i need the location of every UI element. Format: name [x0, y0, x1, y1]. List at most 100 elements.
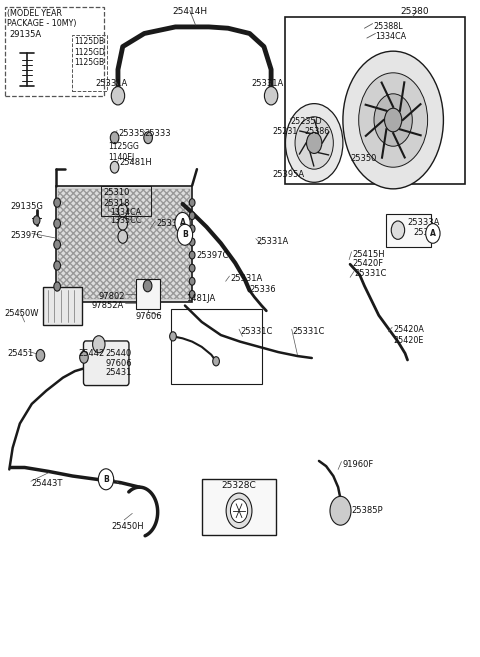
- Circle shape: [359, 73, 428, 168]
- Text: 25450W: 25450W: [4, 309, 39, 318]
- Text: 25331C: 25331C: [240, 327, 272, 336]
- Circle shape: [36, 350, 45, 361]
- Bar: [136, 279, 159, 309]
- Text: 25335: 25335: [118, 129, 144, 137]
- Circle shape: [54, 240, 60, 249]
- Bar: [56, 185, 192, 302]
- Circle shape: [226, 493, 252, 528]
- Text: 25388L: 25388L: [373, 22, 403, 31]
- Circle shape: [93, 336, 105, 353]
- Circle shape: [286, 104, 343, 182]
- Circle shape: [144, 280, 152, 292]
- Circle shape: [189, 238, 195, 246]
- Circle shape: [426, 223, 440, 243]
- Text: A: A: [430, 229, 436, 238]
- Text: 25440: 25440: [105, 350, 132, 359]
- Bar: [101, 186, 152, 215]
- Text: 25331A: 25331A: [230, 274, 263, 283]
- Text: 25443T: 25443T: [32, 480, 63, 488]
- Text: 29135A: 29135A: [9, 30, 41, 39]
- Circle shape: [295, 117, 333, 170]
- Circle shape: [213, 357, 219, 366]
- Circle shape: [54, 198, 60, 207]
- Bar: [170, 309, 262, 384]
- Text: 25350: 25350: [350, 154, 376, 163]
- Circle shape: [177, 224, 192, 245]
- Text: 25336: 25336: [250, 285, 276, 294]
- Circle shape: [230, 499, 248, 522]
- Text: 25328C: 25328C: [222, 482, 256, 490]
- Text: A: A: [180, 218, 185, 227]
- Text: 1335CC: 1335CC: [110, 216, 141, 225]
- Circle shape: [169, 332, 176, 341]
- Text: 29135G: 29135G: [10, 202, 43, 211]
- Text: 25333A: 25333A: [408, 218, 440, 227]
- Bar: [72, 35, 108, 91]
- Circle shape: [54, 261, 60, 270]
- Text: 25442: 25442: [79, 350, 105, 359]
- Circle shape: [33, 215, 40, 225]
- Text: 25397C: 25397C: [10, 231, 43, 240]
- Text: 25331A: 25331A: [257, 237, 289, 246]
- Circle shape: [384, 108, 402, 132]
- Circle shape: [391, 221, 405, 239]
- Circle shape: [118, 204, 128, 217]
- Text: 25420A
25420E: 25420A 25420E: [393, 325, 424, 345]
- Circle shape: [54, 282, 60, 291]
- Bar: [386, 214, 432, 246]
- Circle shape: [175, 212, 190, 233]
- Circle shape: [374, 94, 412, 147]
- Circle shape: [189, 198, 195, 206]
- Circle shape: [118, 217, 128, 230]
- Bar: [202, 480, 276, 535]
- FancyBboxPatch shape: [84, 341, 129, 386]
- Text: 91960F: 91960F: [343, 460, 374, 468]
- Text: 25414H: 25414H: [172, 7, 207, 16]
- Circle shape: [189, 290, 195, 298]
- Text: 1125GG
1140EJ: 1125GG 1140EJ: [108, 143, 139, 162]
- Text: 25431: 25431: [105, 368, 132, 377]
- Text: 1125DB
1125GD
1125GB: 1125DB 1125GD 1125GB: [74, 37, 105, 67]
- Text: 25451: 25451: [8, 350, 34, 359]
- Text: 25386: 25386: [304, 127, 329, 135]
- Text: 1481JA: 1481JA: [186, 294, 216, 303]
- Bar: [43, 287, 82, 325]
- Text: 97606: 97606: [136, 312, 162, 321]
- Circle shape: [189, 264, 195, 272]
- Text: 25380: 25380: [400, 7, 429, 16]
- Text: 97606: 97606: [105, 359, 132, 368]
- Circle shape: [189, 212, 195, 219]
- Circle shape: [189, 277, 195, 285]
- Circle shape: [54, 219, 60, 228]
- Text: 25330B: 25330B: [156, 219, 189, 228]
- Text: 97802: 97802: [98, 292, 125, 301]
- Text: 25335: 25335: [413, 227, 440, 237]
- Text: 1334CA: 1334CA: [110, 208, 141, 217]
- Text: 25318: 25318: [104, 198, 130, 208]
- Circle shape: [110, 132, 119, 144]
- Circle shape: [98, 469, 114, 489]
- Text: 25331C: 25331C: [293, 327, 325, 336]
- Text: B: B: [103, 475, 109, 484]
- Text: 25331C: 25331C: [355, 269, 387, 279]
- Text: 25450H: 25450H: [112, 522, 144, 531]
- Circle shape: [189, 225, 195, 233]
- Text: 25481H: 25481H: [120, 158, 152, 167]
- Circle shape: [80, 351, 88, 363]
- Circle shape: [343, 51, 444, 189]
- Circle shape: [144, 132, 153, 144]
- Text: 1334CA: 1334CA: [375, 32, 406, 41]
- Circle shape: [118, 230, 128, 243]
- Text: 25385P: 25385P: [351, 505, 383, 514]
- Circle shape: [330, 496, 351, 525]
- Text: 25231: 25231: [272, 127, 298, 135]
- Text: 25310: 25310: [104, 188, 130, 197]
- Bar: [286, 17, 465, 184]
- Text: 25235D: 25235D: [291, 117, 323, 125]
- Text: 25331A: 25331A: [95, 79, 127, 89]
- Text: 25420F: 25420F: [352, 259, 384, 268]
- Text: B: B: [182, 230, 188, 239]
- Text: (MODEL YEAR
PACKAGE - 10MY): (MODEL YEAR PACKAGE - 10MY): [7, 9, 76, 28]
- Text: 25415H: 25415H: [352, 250, 385, 259]
- Circle shape: [111, 87, 125, 105]
